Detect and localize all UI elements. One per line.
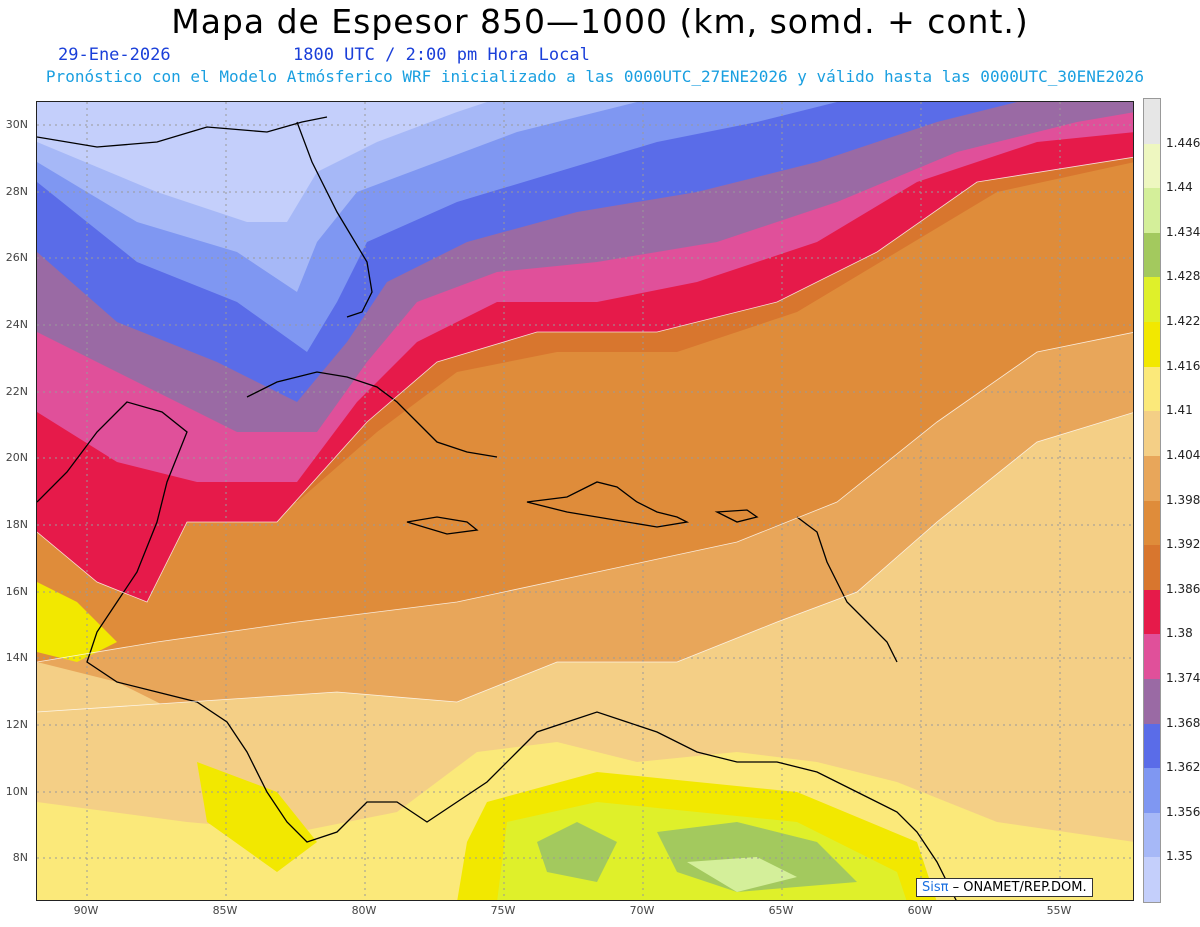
color-legend-label: 1.428 <box>1166 269 1200 284</box>
lon-label: 60W <box>907 904 933 917</box>
field-1434 <box>687 857 797 892</box>
lat-label: 20N <box>5 451 28 464</box>
color-legend-swatch <box>1144 768 1160 814</box>
color-legend-label: 1.362 <box>1166 760 1200 775</box>
credit-text: – ONAMET/REP.DOM. <box>948 880 1087 895</box>
color-legend-label: 1.386 <box>1166 581 1200 596</box>
color-legend-label: 1.38 <box>1166 626 1193 641</box>
color-legend-swatch <box>1144 99 1160 145</box>
color-legend-label: 1.398 <box>1166 492 1200 507</box>
model-description: Pronóstico con el Modelo Atmósferico WRF… <box>45 67 1145 86</box>
color-legend-label: 1.356 <box>1166 804 1200 819</box>
color-legend-swatch <box>1144 143 1160 189</box>
color-legend-swatch <box>1144 188 1160 234</box>
color-legend-swatch <box>1144 232 1160 278</box>
color-legend-label: 1.434 <box>1166 224 1200 239</box>
color-legend-swatch <box>1144 455 1160 501</box>
color-legend-label: 1.422 <box>1166 314 1200 329</box>
sispi-logo: Sisπ <box>922 880 949 895</box>
lat-label: 10N <box>5 785 28 798</box>
field-1416-west <box>37 582 117 662</box>
color-legend-swatch <box>1144 411 1160 457</box>
lat-label: 22N <box>5 385 28 398</box>
thickness-map <box>36 101 1134 901</box>
color-legend-label: 1.374 <box>1166 670 1200 685</box>
lon-label: 65W <box>768 904 794 917</box>
color-legend-label: 1.35 <box>1166 849 1193 864</box>
color-legend-swatch <box>1144 500 1160 546</box>
color-legend-label: 1.392 <box>1166 537 1200 552</box>
forecast-time: 1800 UTC / 2:00 pm Hora Local <box>293 45 590 65</box>
color-legend-swatch <box>1144 812 1160 858</box>
field-1344 <box>37 102 487 222</box>
color-legend-swatch <box>1144 545 1160 591</box>
color-legend-swatch <box>1144 634 1160 680</box>
map-title: Mapa de Espesor 850—1000 (km, somd. + co… <box>171 2 1029 41</box>
color-legend-swatch <box>1144 589 1160 635</box>
lat-label: 24N <box>5 318 28 331</box>
color-legend-swatch <box>1144 277 1160 323</box>
color-legend-label: 1.41 <box>1166 403 1193 418</box>
forecast-date: 29-Ene-2026 <box>58 45 171 65</box>
lat-label: 12N <box>5 718 28 731</box>
credit-box: Sisπ – ONAMET/REP.DOM. <box>916 878 1093 897</box>
lon-label: 90W <box>73 904 99 917</box>
lat-label: 16N <box>5 585 28 598</box>
lat-label: 26N <box>5 251 28 264</box>
color-legend-swatch <box>1144 366 1160 412</box>
lat-label: 8N <box>12 851 28 864</box>
lon-label: 75W <box>490 904 516 917</box>
lat-label: 28N <box>5 185 28 198</box>
lon-label: 80W <box>351 904 377 917</box>
graticule <box>37 102 1133 900</box>
coastlines <box>37 116 957 900</box>
field-1404-west <box>37 662 177 742</box>
color-legend-label: 1.404 <box>1166 447 1200 462</box>
lon-label: 55W <box>1046 904 1072 917</box>
contour-lines <box>37 156 1133 713</box>
lat-label: 30N <box>5 118 28 131</box>
color-legend <box>1143 98 1161 903</box>
lat-label: 14N <box>5 651 28 664</box>
color-legend-label: 1.368 <box>1166 715 1200 730</box>
color-legend-swatch <box>1144 857 1160 903</box>
lon-label: 70W <box>629 904 655 917</box>
color-legend-label: 1.44 <box>1166 180 1193 195</box>
color-legend-label: 1.446 <box>1166 135 1200 150</box>
color-legend-swatch <box>1144 322 1160 368</box>
color-legend-swatch <box>1144 723 1160 769</box>
lon-label: 85W <box>212 904 238 917</box>
color-legend-label: 1.416 <box>1166 358 1200 373</box>
lat-label: 18N <box>5 518 28 531</box>
color-legend-swatch <box>1144 678 1160 725</box>
